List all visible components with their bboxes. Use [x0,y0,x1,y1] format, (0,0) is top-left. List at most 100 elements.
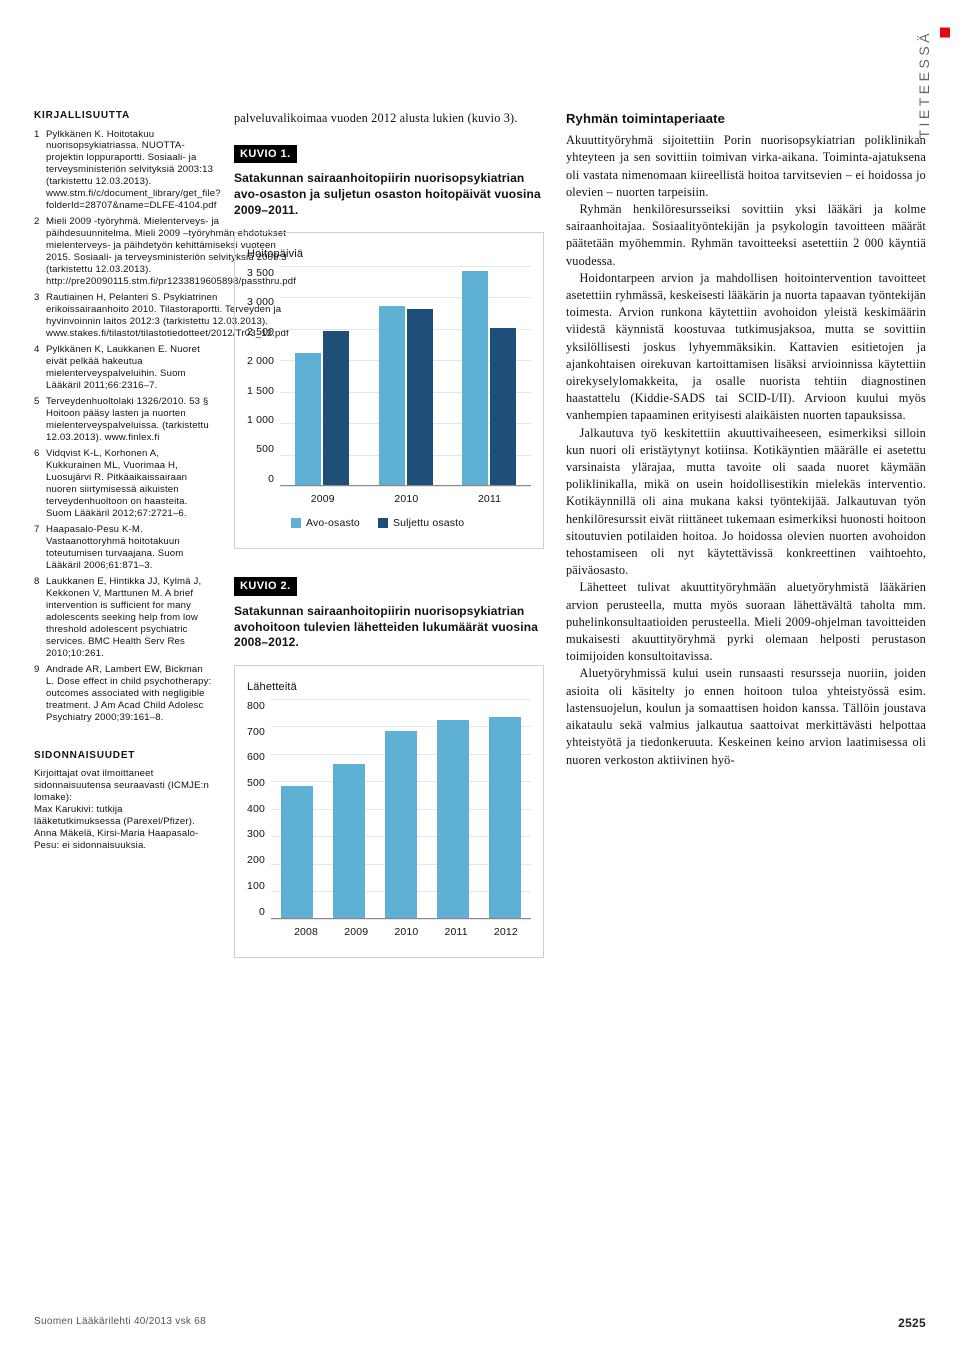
bar [385,731,417,918]
ref-num: 9 [34,664,46,724]
ref-item: 3Rautiainen H, Pelanteri S. Psykiatrinen… [34,292,212,340]
ref-body: Vidqvist K-L, Korhonen A, Kukkurainen ML… [46,448,212,520]
kuvio1-yaxis: 3 5003 0002 5002 0001 5001 0005000 [247,266,280,486]
ref-item: 8Laukkanen E, Hintikka JJ, Kylmä J, Kekk… [34,576,212,660]
kuvio1-plot [280,266,531,486]
ytick: 200 [247,853,265,867]
legend-item: Avo-osasto [291,516,360,530]
xtick: 2009 [311,492,335,506]
ref-body: Haapasalo-Pesu K-M. Vastaanottoryhmä hoi… [46,524,212,572]
kuvio2-chart: Lähetteitä 8007006005004003002001000 200… [234,665,544,958]
kuvio2-title: Satakunnan sairaanhoitopiirin nuorisopsy… [234,604,544,651]
ytick: 2 500 [247,325,274,339]
bar [281,786,313,918]
bar [490,328,516,485]
bar-group [379,306,433,485]
ref-num: 4 [34,344,46,392]
legend-label: Avo-osasto [306,516,360,530]
bar [437,720,469,918]
ytick: 1 000 [247,413,274,427]
right-paragraph: Ryhmän henkilöresursseiksi sovittiin yks… [566,201,926,270]
lead-paragraph: palveluvalikoimaa vuoden 2012 alusta luk… [234,110,544,127]
ytick: 500 [256,442,274,456]
bar-group [295,331,349,485]
bar [333,764,365,918]
bar [379,306,405,485]
bar [407,309,433,485]
kuvio2: KUVIO 2. Satakunnan sairaanhoitopiirin n… [234,577,544,958]
ytick: 300 [247,827,265,841]
refs-list: 1Pylkkänen K. Hoitotakuu nuorisopsykiatr… [34,129,212,724]
bar [462,271,488,485]
right-paragraph: Lähetteet tulivat akuuttityöryhmään alue… [566,579,926,665]
legend-swatch [291,518,301,528]
kuvio1-chart: Hoitopäiviä 3 5003 0002 5002 0001 5001 0… [234,232,544,549]
ref-num: 6 [34,448,46,520]
xtick: 2012 [494,925,518,939]
ytick: 0 [259,905,265,919]
kuvio2-xlabels: 2008 2009 2010 2011 2012 [281,925,531,939]
ties-heading: SIDONNAISUUDET [34,750,212,763]
xtick: 2009 [344,925,368,939]
bar [295,353,321,485]
right-paragraphs: Akuuttityöryhmä sijoitettiin Porin nuori… [566,132,926,769]
kuvio1-title: Satakunnan sairaanhoitopiirin nuorisopsy… [234,171,544,218]
ref-num: 7 [34,524,46,572]
ref-item: 7Haapasalo-Pesu K-M. Vastaanottoryhmä ho… [34,524,212,572]
xtick: 2011 [478,492,501,506]
legend-label: Suljettu osasto [393,516,464,530]
sidebar: KIRJALLISUUTTA 1Pylkkänen K. Hoitotakuu … [34,110,212,958]
ref-body: Pylkkänen K. Hoitotakuu nuorisopsykiatri… [46,129,221,213]
right-paragraph: Jalkautuva työ keskitettiin akuuttivaihe… [566,425,926,580]
footer-left: Suomen Lääkärilehti 40/2013 vsk 68 [34,1316,206,1330]
ytick: 0 [268,472,274,486]
ref-body: Terveydenhuoltolaki 1326/2010. 53 § Hoit… [46,396,212,444]
ref-num: 3 [34,292,46,340]
right-heading: Ryhmän toimintaperiaate [566,110,926,128]
refs-heading: KIRJALLISUUTTA [34,110,212,123]
ref-num: 5 [34,396,46,444]
kuvio2-label: KUVIO 2. [234,577,297,596]
kuvio2-ytitle: Lähetteitä [247,680,531,695]
legend-item: Suljettu osasto [378,516,464,530]
xtick: 2008 [294,925,318,939]
ties-text: Kirjoittajat ovat ilmoittaneet sidonnais… [34,768,212,852]
ytick: 700 [247,725,265,739]
ref-body: Laukkanen E, Hintikka JJ, Kylmä J, Kekko… [46,576,212,660]
right-column: Ryhmän toimintaperiaate Akuuttityöryhmä … [566,110,926,958]
kuvio2-plot [271,699,531,919]
kuvio1-xlabels: 2009 2010 2011 [281,492,531,506]
kuvio1: KUVIO 1. Satakunnan sairaanhoitopiirin n… [234,145,544,550]
xtick: 2010 [394,925,418,939]
footer: Suomen Lääkärilehti 40/2013 vsk 68 2525 [34,1316,926,1330]
ytick: 3 500 [247,266,274,280]
ref-item: 2Mieli 2009 -työryhmä. Mielenterveys- ja… [34,216,212,288]
bar-group [462,271,516,485]
kuvio2-yaxis: 8007006005004003002001000 [247,699,271,919]
ytick: 400 [247,802,265,816]
right-paragraph: Aluetyöryhmissä kului usein runsaasti re… [566,665,926,768]
ref-item: 6Vidqvist K-L, Korhonen A, Kukkurainen M… [34,448,212,520]
ref-num: 1 [34,129,46,213]
ref-item: 5Terveydenhuoltolaki 1326/2010. 53 § Hoi… [34,396,212,444]
ref-item: 1Pylkkänen K. Hoitotakuu nuorisopsykiatr… [34,129,212,213]
center-column: palveluvalikoimaa vuoden 2012 alusta luk… [234,110,544,958]
right-paragraph: Hoidontarpeen arvion ja mahdollisen hoit… [566,270,926,425]
ref-num: 2 [34,216,46,288]
ytick: 1 500 [247,384,274,398]
ref-body: Pylkkänen K, Laukkanen E. Nuoret eivät p… [46,344,212,392]
bar [489,717,521,918]
kuvio1-legend: Avo-osasto Suljettu osasto [291,516,531,530]
kuvio1-ytitle: Hoitopäiviä [247,247,531,262]
page-number: 2525 [898,1316,926,1330]
xtick: 2011 [444,925,467,939]
ref-item: 4Pylkkänen K, Laukkanen E. Nuoret eivät … [34,344,212,392]
ref-body: Andrade AR, Lambert EW, Bickman L. Dose … [46,664,212,724]
ref-item: 9Andrade AR, Lambert EW, Bickman L. Dose… [34,664,212,724]
ref-num: 8 [34,576,46,660]
ytick: 600 [247,750,265,764]
ytick: 100 [247,879,265,893]
bar [323,331,349,485]
legend-swatch [378,518,388,528]
xtick: 2010 [394,492,418,506]
